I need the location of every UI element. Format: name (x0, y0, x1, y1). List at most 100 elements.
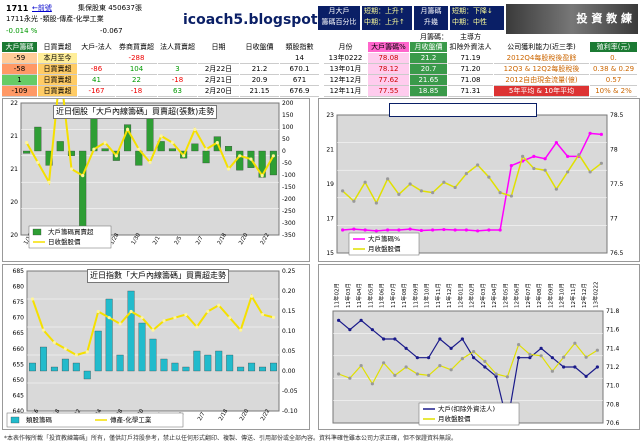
data-point (374, 229, 378, 233)
table-cell: 0.57 (590, 75, 637, 86)
y-right-tick-label: -150 (282, 184, 296, 191)
data-point (550, 356, 554, 360)
bar (226, 354, 234, 372)
series-line (338, 319, 598, 424)
x-tick-label: 12年02月 (468, 283, 476, 308)
short-term-trend: 短期：上升↑ (364, 7, 405, 15)
data-point (494, 374, 498, 378)
y-left-tick-label: 640 (13, 408, 25, 415)
x-tick-label: 11年03月 (344, 283, 352, 308)
data-point (114, 154, 118, 158)
table-cell: 21.2 (240, 64, 279, 75)
legend-label: 大戶(扣除外資法人) (438, 404, 495, 413)
y-right-tick-label: 76.5 (610, 250, 624, 257)
data-point (562, 365, 566, 369)
bar (160, 358, 168, 372)
blog-logo[interactable]: icoach5.blogspot.com (183, 12, 356, 28)
data-point (341, 228, 345, 232)
chip-short-trend: 短期：下降↓ (452, 7, 493, 15)
y-right-tick-label: -350 (282, 232, 296, 239)
x-tick-label: 12年03月 (479, 283, 487, 308)
data-point (487, 175, 491, 179)
chip-rise-label: 升幾 (424, 18, 438, 26)
y-right-tick-label: 100 (282, 124, 294, 131)
table-cell (158, 53, 197, 64)
chip-mid-trend: 中期：中性 (452, 18, 487, 26)
table-cell: 2012自由現金流量(億) (494, 75, 589, 86)
chart2-svg: 23 21 19 17 15 78.5 78 77.5 77 76.5 大戶籌碼%月收盤股價 (326, 112, 624, 257)
y-left-tick-label: 20 (10, 232, 18, 239)
table-cell: 2月22日 (198, 64, 239, 75)
data-point (195, 325, 199, 329)
x-tick-label: 11年08月 (400, 283, 408, 308)
data-point (348, 376, 352, 380)
data-point (588, 131, 592, 135)
data-point (25, 141, 29, 145)
table-cell: 日買賣超 (38, 75, 77, 86)
bar (225, 146, 233, 152)
table-header-cell: 日買賣超 (43, 43, 72, 51)
data-point (584, 374, 588, 378)
prev-link[interactable]: ←前號 (32, 4, 52, 12)
table-cell: 12年12月 (324, 75, 367, 86)
data-point (81, 174, 85, 178)
y-left-tick-label: 645 (13, 392, 25, 399)
table-cell: 10% & 2% (590, 86, 637, 97)
bar (94, 330, 102, 372)
right-table: 月份 大戶籌碼% 月收盤價 扣除外資法人 公司獲利能力(近三季) 殖利率(元) 13年022… (324, 42, 638, 97)
data-point (226, 167, 231, 171)
series-line (342, 153, 602, 205)
data-point (341, 189, 345, 193)
chart1-svg: 22 21 21 20 20 200 150 100 50 0 -50 -100 -150 -200 -25… (10, 68, 296, 249)
table-cell: 2月20日 (198, 86, 239, 97)
y-left-tick-label: 20 (10, 199, 18, 206)
bar (79, 150, 87, 231)
data-point (363, 180, 367, 184)
data-point (69, 167, 74, 171)
bar (105, 298, 113, 372)
y-right-tick-label: 200 (282, 100, 294, 107)
y-right-tick-label: 77 (610, 216, 618, 223)
data-point (250, 294, 254, 298)
x-tick-label: 2/22 (260, 408, 271, 422)
table-cell: 日買賣超 (38, 64, 77, 75)
data-point (427, 373, 431, 377)
table-header-cell: 殖利率(元) (590, 42, 637, 52)
table-cell: 77.62 (368, 75, 409, 86)
table-cell: 14 (280, 53, 319, 64)
data-point (404, 365, 408, 369)
table-cell: 21.15 (240, 86, 279, 97)
data-point (118, 322, 122, 326)
table-cell: 63 (158, 86, 197, 97)
bar (259, 366, 267, 372)
y-left-tick-label: 685 (13, 268, 25, 275)
y-right-tick-label: -0.05 (282, 388, 298, 395)
table-cell: -58 (2, 64, 37, 75)
table-cell (240, 53, 279, 64)
chart3-title: 近日指數「大戶內線籌碼」買賣超走勢 (87, 269, 229, 283)
x-tick-label: 2/18 (217, 232, 229, 246)
banner: 投 資 教 練 (506, 4, 638, 34)
x-tick-label: 11年10月 (423, 283, 431, 308)
table-cell: 0.38 & 0.29 (590, 64, 637, 75)
table-cell: 41 (78, 75, 115, 86)
legend-label: 傳產-化學工業 (110, 415, 152, 424)
y-right-tick-label: 0.00 (282, 368, 296, 375)
data-point (271, 315, 276, 319)
table-cell: 2月21日 (198, 75, 239, 86)
table-cell: 71.08 (448, 75, 493, 86)
bar (202, 150, 210, 164)
data-point (517, 356, 521, 360)
table-cell: 104 (116, 64, 157, 75)
data-point (438, 337, 442, 341)
data-point (74, 353, 78, 357)
data-point (217, 303, 221, 307)
x-tick-label: 2/7 (197, 411, 207, 422)
bar (34, 126, 42, 152)
data-point (148, 160, 152, 164)
data-point (554, 187, 558, 191)
y-right-tick-label: 78.5 (610, 112, 624, 119)
x-tick-label: 2/7 (195, 235, 205, 246)
data-point (419, 228, 423, 233)
bar (270, 362, 277, 372)
